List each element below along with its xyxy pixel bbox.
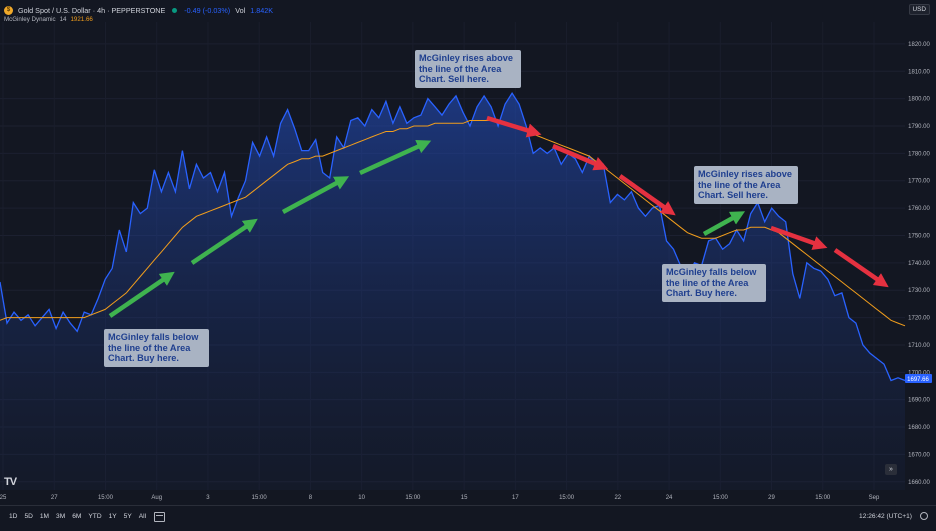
area-fill — [0, 93, 905, 490]
buy-arrow-icon — [359, 140, 432, 176]
x-tick-label: 15:00 — [713, 495, 729, 501]
x-tick-label: 8 — [309, 495, 313, 501]
y-tick-label: 1700.00 — [908, 370, 930, 376]
range-button-5y[interactable]: 5Y — [123, 513, 132, 520]
y-tick-label: 1770.00 — [908, 179, 930, 185]
range-button-1d[interactable]: 1D — [9, 513, 18, 520]
bottom-toolbar: 1D 5D 1M 3M 6M YTD 1Y 5Y All 12:26:42 (UTC+1) — [0, 505, 936, 527]
x-tick-label: 15:00 — [252, 495, 268, 501]
range-button-1y[interactable]: 1Y — [108, 513, 117, 520]
last-price-label: 1697.66 — [907, 377, 929, 383]
sell-arrow-icon — [618, 174, 676, 216]
y-tick-label: 1800.00 — [908, 97, 930, 103]
range-button-1m[interactable]: 1M — [39, 513, 50, 520]
currency-button[interactable]: USD — [908, 4, 930, 15]
y-tick-label: 1820.00 — [908, 42, 930, 48]
x-tick-label: 3 — [206, 495, 210, 501]
indicator-name: McGinley Dynamic — [4, 16, 56, 23]
x-tick-label: 29 — [768, 495, 775, 501]
symbol-header: $ Gold Spot / U.S. Dollar · 4h · PEPPERS… — [4, 3, 273, 17]
y-tick-label: 1720.00 — [908, 316, 930, 322]
sell-arrow-icon — [833, 248, 889, 288]
settings-icon[interactable] — [920, 512, 928, 520]
x-tick-label: 15:00 — [559, 495, 575, 501]
range-button-5d[interactable]: 5D — [24, 513, 33, 520]
x-tick-label: 27 — [51, 495, 58, 501]
callout-buy-1: McGinley falls below the line of the Are… — [104, 329, 209, 367]
buy-arrow-icon — [190, 218, 258, 265]
x-tick-label: 15:00 — [405, 495, 421, 501]
y-tick-label: 1740.00 — [908, 261, 930, 267]
sell-arrow-icon — [486, 115, 542, 138]
y-tick-label: 1710.00 — [908, 343, 930, 349]
y-tick-label: 1690.00 — [908, 398, 930, 404]
y-tick-label: 1660.00 — [908, 480, 930, 486]
x-tick-label: 15:00 — [98, 495, 114, 501]
signal-arrows — [108, 115, 889, 318]
gold-coin-icon: $ — [4, 5, 13, 15]
x-tick-label: Sep — [869, 495, 880, 501]
last-price-badge — [905, 374, 932, 383]
y-tick-label: 1680.00 — [908, 425, 930, 431]
y-tick-label: 1750.00 — [908, 233, 930, 239]
x-tick-label: 25 — [0, 495, 7, 501]
y-tick-label: 1790.00 — [908, 124, 930, 130]
y-tick-label: 1760.00 — [908, 206, 930, 212]
calendar-icon[interactable] — [154, 511, 166, 522]
indicator-legend[interactable]: McGinley Dynamic 14 1921.66 — [4, 16, 93, 23]
range-button-ytd[interactable]: YTD — [88, 513, 102, 520]
x-tick-label: 24 — [666, 495, 673, 501]
x-tick-label: 22 — [614, 495, 621, 501]
range-selector: 1D 5D 1M 3M 6M YTD 1Y 5Y All — [9, 513, 146, 520]
callout-sell-1: McGinley rises above the line of the Are… — [415, 50, 521, 88]
clock-area: 12:26:42 (UTC+1) — [859, 512, 928, 520]
x-tick-label: 10 — [358, 495, 365, 501]
buy-arrow-icon — [702, 211, 746, 236]
indicator-value: 1921.66 — [70, 16, 93, 23]
y-tick-label: 1670.00 — [908, 452, 930, 458]
volume-value: 1.842K — [250, 5, 273, 15]
x-tick-label: 15:00 — [815, 495, 831, 501]
indicator-length: 14 — [59, 16, 67, 23]
price-line — [0, 91, 906, 382]
time-axis[interactable]: 25 27 15:00 Aug 3 15:00 8 10 15:00 15 17 15:00 22 24 1… — [0, 495, 880, 501]
symbol-title[interactable]: Gold Spot / U.S. Dollar · 4h · PEPPERSTO… — [18, 5, 166, 15]
x-tick-label: Aug — [151, 495, 162, 501]
sell-arrow-icon — [770, 225, 828, 250]
price-axis[interactable]: 1820.00 1810.00 1800.00 1790.00 1780.00 1770.… — [908, 42, 930, 486]
buy-arrow-icon — [281, 176, 350, 214]
callout-buy-2: McGinley falls below the line of the Are… — [662, 264, 766, 302]
buy-arrow-icon — [108, 271, 175, 318]
volume-label: Vol — [235, 5, 246, 15]
market-open-icon — [172, 7, 178, 13]
sell-arrow-icon — [552, 143, 609, 171]
y-tick-label: 1730.00 — [908, 288, 930, 294]
callout-sell-2: McGinley rises above the line of the Are… — [694, 166, 798, 204]
mcginley-line — [0, 120, 906, 327]
range-button-6m[interactable]: 6M — [72, 513, 82, 520]
y-tick-label: 1780.00 — [908, 151, 930, 157]
x-tick-label: 17 — [512, 495, 519, 501]
tradingview-logo[interactable]: TV — [4, 476, 17, 488]
range-button-3m[interactable]: 3M — [56, 513, 66, 520]
range-button-all[interactable]: All — [138, 513, 147, 520]
price-change: -0.49 (-0.03%) — [184, 5, 231, 15]
clock[interactable]: 12:26:42 (UTC+1) — [859, 512, 912, 520]
scroll-to-realtime-button[interactable]: » — [885, 464, 897, 475]
y-tick-label: 1810.00 — [908, 69, 930, 75]
x-tick-label: 15 — [461, 495, 468, 501]
